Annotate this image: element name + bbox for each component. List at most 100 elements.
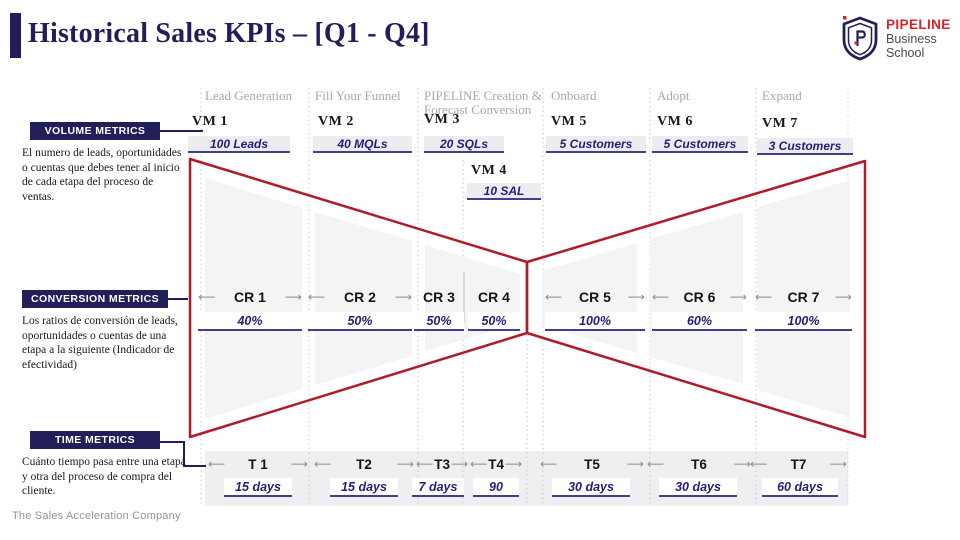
t1-value: 15 days — [224, 478, 292, 497]
t5-value: 30 days — [552, 478, 630, 497]
cr1-label: CR 1 — [234, 289, 266, 305]
logo-word-business: Business — [886, 31, 937, 46]
title-accent-bar — [10, 13, 21, 58]
t6-label: T6 — [691, 456, 707, 472]
cr6-row: ⟵ CR 6 ⟶ — [652, 289, 747, 305]
right-arrow-icon: ⟶ — [834, 290, 852, 304]
right-arrow-icon: ⟶ — [504, 457, 523, 471]
t7-row: ⟵ T7 ⟶ — [750, 456, 847, 472]
cr7-value: 100% — [755, 312, 852, 331]
cr5-label: CR 5 — [579, 289, 611, 305]
right-arrow-icon: ⟶ — [627, 290, 645, 304]
stage-header-fill-your-funnel: Fill Your Funnel — [315, 88, 401, 103]
stage-header-expand: Expand — [762, 88, 802, 103]
left-arrow-icon: ⟵ — [545, 290, 563, 304]
t6-value: 30 days — [659, 478, 737, 497]
left-arrow-icon: ⟵ — [755, 290, 773, 304]
t3-row: ⟵ T3 ⟶ — [416, 456, 468, 472]
cr5-value: 100% — [545, 312, 645, 331]
right-arrow-icon: ⟶ — [729, 290, 747, 304]
vm4-label: VM 4 — [471, 163, 507, 178]
right-arrow-icon: ⟶ — [733, 457, 751, 471]
vm7-label: VM 7 — [762, 116, 798, 131]
left-arrow-icon: ⟵ — [647, 457, 665, 471]
cr3-label: CR 3 — [423, 289, 455, 305]
left-arrow-icon: ⟵ — [198, 290, 216, 304]
t4-label: T4 — [488, 456, 504, 472]
cr4-label: CR 4 — [478, 289, 510, 305]
right-arrow-icon: ⟶ — [394, 290, 412, 304]
t2-row: ⟵ T2 ⟶ — [314, 456, 414, 472]
footer-company-name: The Sales Acceleration Company — [12, 510, 181, 522]
vm1-value: 100 Leads — [188, 136, 290, 153]
cr5-row: ⟵ CR 5 ⟶ — [545, 289, 645, 305]
conversion-metrics-description: Los ratios de conversión de leads, oport… — [22, 315, 178, 371]
cr6-value: 60% — [652, 312, 747, 331]
left-arrow-icon: ⟵ — [314, 457, 332, 471]
t7-value: 60 days — [762, 478, 838, 497]
t6-row: ⟵ T6 ⟶ — [647, 456, 751, 472]
vm3-value: 20 SQLs — [424, 136, 504, 153]
left-arrow-icon: ⟵ — [470, 457, 488, 471]
t7-label: T7 — [790, 456, 807, 472]
t3-value: 7 days — [412, 478, 464, 497]
vm1-label: VM 1 — [192, 114, 228, 129]
cr2-row: ⟵ CR 2 ⟶ — [308, 289, 412, 305]
cr4-value: 50% — [468, 312, 520, 331]
left-arrow-icon: ⟵ — [652, 290, 670, 304]
logo-word-school: School — [886, 45, 925, 60]
stage-header-adopt: Adopt — [657, 88, 690, 103]
t2-label: T2 — [356, 456, 372, 472]
cr2-value: 50% — [308, 312, 412, 331]
t1-row: ⟵ T 1 ⟶ — [208, 456, 308, 472]
stage-header-lead-generation: Lead Generation — [205, 88, 292, 103]
logo-brand-text: PIPELINE — [886, 16, 951, 32]
cr3-value: 50% — [414, 312, 464, 331]
vm5-label: VM 5 — [551, 114, 587, 129]
cr7-label: CR 7 — [787, 289, 820, 305]
logo: PIPELINE Business School — [840, 15, 951, 61]
left-arrow-icon: ⟵ — [208, 457, 226, 471]
cr6-label: CR 6 — [683, 289, 716, 305]
cr1-value: 40% — [198, 312, 302, 331]
left-arrow-icon: ⟵ — [416, 457, 434, 471]
cr1-row: ⟵ CR 1 ⟶ — [198, 289, 302, 305]
right-arrow-icon: ⟶ — [829, 457, 847, 471]
vm5-value: 5 Customers — [546, 136, 646, 153]
t5-label: T5 — [584, 456, 600, 472]
logo-wordmark: PIPELINE Business School — [886, 17, 951, 60]
vm4-value: 10 SAL — [467, 183, 541, 200]
t5-row: ⟵ T5 ⟶ — [540, 456, 644, 472]
cr3-row: CR 3 — [414, 289, 464, 305]
vm3-label: VM 3 — [424, 112, 460, 127]
vm2-value: 40 MQLs — [313, 136, 412, 153]
t4-row: ⟵ T4 ⟶ — [470, 456, 522, 472]
shield-logo-icon — [842, 16, 878, 61]
volume-metrics-label: VOLUME METRICS — [30, 122, 160, 140]
stage-header-pipeline-creation: PIPELINE Creation & Forecast Conversion — [424, 88, 542, 117]
t3-label: T3 — [434, 456, 450, 472]
conversion-metrics-label: CONVERSION METRICS — [22, 290, 168, 308]
left-arrow-icon: ⟵ — [750, 457, 768, 471]
right-arrow-icon: ⟶ — [396, 457, 414, 471]
t1-label: T 1 — [248, 456, 268, 472]
cr4-row: CR 4 — [468, 289, 520, 305]
right-arrow-icon: ⟶ — [626, 457, 644, 471]
t4-value: 90 — [473, 478, 519, 497]
vm7-value: 3 Customers — [757, 138, 853, 155]
page-title: Historical Sales KPIs – [Q1 - Q4] — [28, 18, 430, 49]
volume-metrics-description: El numero de leads, oportunidades o cuen… — [22, 147, 182, 203]
vm2-label: VM 2 — [318, 114, 354, 129]
cr2-label: CR 2 — [344, 289, 376, 305]
t2-value: 15 days — [330, 478, 398, 497]
right-arrow-icon: ⟶ — [290, 457, 308, 471]
right-arrow-icon: ⟶ — [284, 290, 302, 304]
cr7-row: ⟵ CR 7 ⟶ — [755, 289, 852, 305]
right-arrow-icon: ⟶ — [450, 457, 469, 471]
time-metrics-description: Cuánto tiempo pasa entre una etapa y otr… — [22, 456, 186, 497]
vm6-label: VM 6 — [657, 114, 693, 129]
vm6-value: 5 Customers — [652, 136, 748, 153]
left-arrow-icon: ⟵ — [540, 457, 558, 471]
left-arrow-icon: ⟵ — [308, 290, 326, 304]
